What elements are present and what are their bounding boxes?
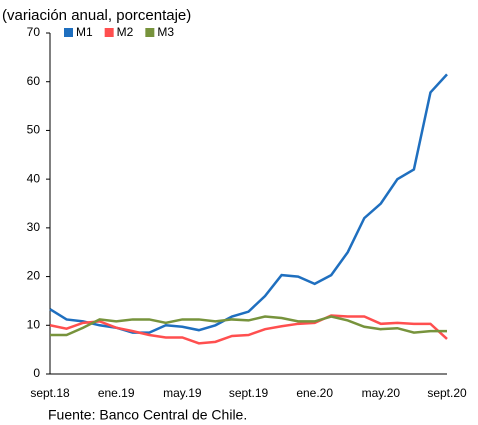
y-tick-label: 30 (27, 220, 41, 234)
y-tick-label: 40 (27, 171, 41, 185)
y-tick-label: 10 (27, 317, 41, 331)
y-tick-label: 70 (27, 25, 41, 39)
line-series (49, 73, 448, 334)
y-tick-label: 0 (33, 366, 40, 380)
line-series (50, 315, 447, 337)
legend-label: M2 (117, 25, 134, 39)
x-tick-label: ene.19 (98, 386, 135, 400)
x-tick-label: sept.18 (30, 386, 70, 400)
legend-label: M1 (76, 25, 93, 39)
legend-label: M3 (157, 25, 174, 39)
y-tick-label: 50 (27, 123, 41, 137)
legend-swatch (64, 28, 73, 37)
chart-subtitle: (variación anual, porcentaje) (2, 7, 191, 24)
y-tick-label: 20 (27, 269, 41, 283)
x-tick-label: ene.20 (296, 386, 333, 400)
source-note: Fuente: Banco Central de Chile. (48, 407, 247, 423)
x-tick-label: sept.19 (229, 386, 269, 400)
x-tick-label: may.20 (362, 386, 401, 400)
line-series (49, 314, 448, 345)
legend-swatch (104, 28, 114, 37)
y-tick-label: 60 (27, 74, 41, 88)
x-tick-label: may.19 (163, 386, 202, 400)
x-tick-label: sept.20 (427, 386, 467, 400)
legend-swatch (145, 28, 155, 37)
